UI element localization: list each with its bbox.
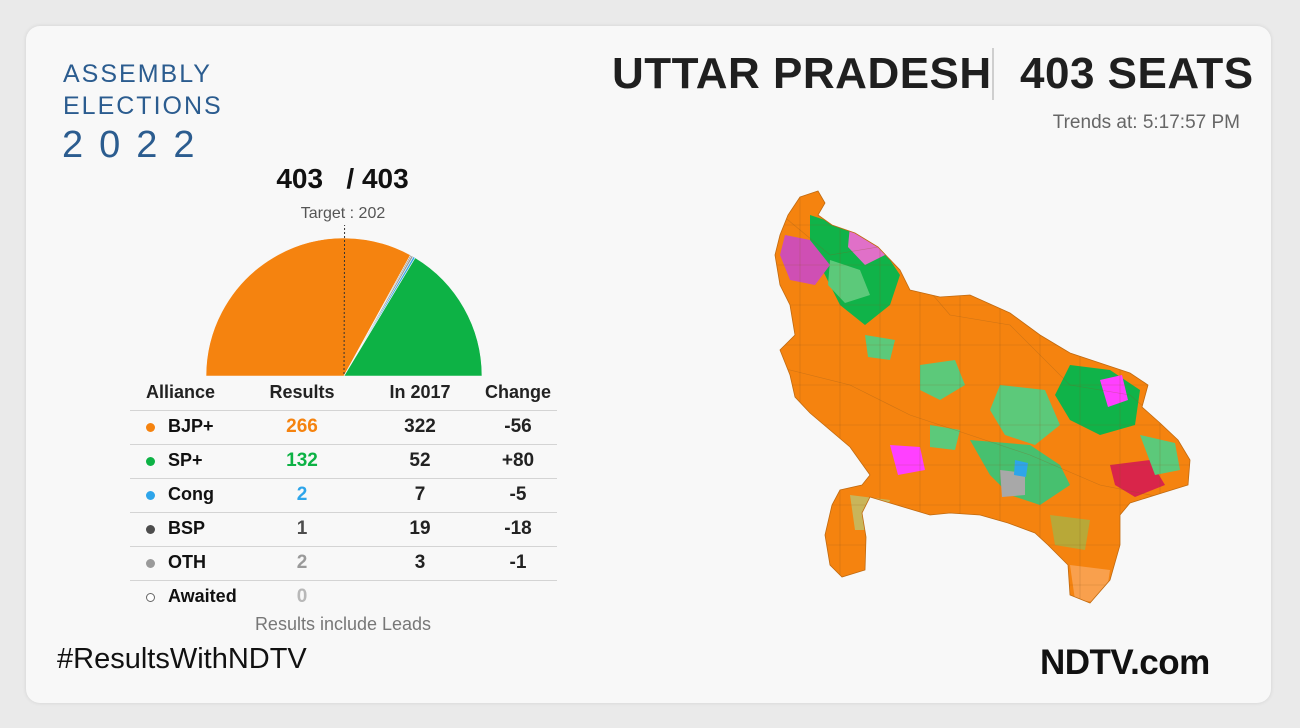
- result-value-awaited: 0: [296, 586, 308, 607]
- party-name-oth: OTH: [168, 552, 206, 572]
- party-dot-bjp-: [146, 423, 155, 432]
- seat-semicircle-chart: [205, 225, 483, 377]
- ndtv-logo: NDTV.com: [1040, 643, 1210, 682]
- party-name-awaited: Awaited: [168, 586, 237, 606]
- trends-label: Trends at:: [1052, 112, 1138, 133]
- result-value-oth: 2: [296, 552, 308, 573]
- map-region-east-pink: [1100, 375, 1128, 407]
- party-dot-bsp: [146, 525, 155, 534]
- party-name-bsp: BSP: [168, 518, 206, 538]
- result-value-cong: 2: [296, 484, 308, 505]
- change-value-cong: -5: [509, 484, 527, 505]
- col-header-in-2017: In 2017: [389, 382, 451, 402]
- brand-year: 2022: [62, 124, 211, 166]
- in-2017-value-cong: 7: [414, 484, 426, 505]
- table-row-divider: [130, 546, 557, 547]
- target-marker-line: [343, 225, 346, 377]
- result-value-bsp: 1: [296, 518, 308, 539]
- map-state-outline: [774, 190, 1191, 604]
- map-region-far-east-sp: [1140, 435, 1180, 475]
- map-region-west-other: [780, 235, 830, 285]
- col-header-change: Change: [484, 382, 551, 402]
- seats-title: 403 SEATS: [1020, 49, 1254, 98]
- table-row-divider: [130, 444, 557, 445]
- map-region-mid-sp: [920, 360, 965, 400]
- change-value-oth: -1: [509, 552, 527, 573]
- map-district-grid: [775, 191, 1190, 603]
- party-name-cong: Cong: [168, 484, 214, 504]
- seat-count: 403 / 403: [276, 163, 409, 194]
- title-divider: [992, 48, 994, 100]
- party-name-bjp-: BJP+: [168, 416, 214, 436]
- in-2017-value-sp-: 52: [409, 450, 431, 471]
- target-label: Target : 202: [300, 205, 386, 222]
- col-header-results: Results: [269, 382, 335, 402]
- results-note: Results include Leads: [254, 614, 432, 634]
- map-region-west-sp-light: [828, 260, 870, 303]
- in-2017-value-oth: 3: [414, 552, 426, 573]
- party-dot-cong: [146, 491, 155, 500]
- map-region-central-pink: [890, 445, 925, 475]
- map-region-west-sp-patch: [865, 335, 895, 360]
- result-value-bjp-: 266: [286, 416, 318, 437]
- map-region-central-sp-light: [990, 385, 1060, 445]
- brand-line-elections: ELECTIONS: [63, 92, 223, 120]
- map-region-khaki-east: [1050, 515, 1090, 550]
- in-2017-value-bjp-: 322: [404, 416, 436, 437]
- hashtag: #ResultsWithNDTV: [57, 643, 307, 675]
- table-row-divider: [130, 478, 557, 479]
- map-region-center-sp-patch: [930, 425, 960, 450]
- total-count: 403: [361, 163, 409, 194]
- trends-time: Trends at: 5:17:57 PM: [1053, 112, 1240, 134]
- in-2017-value-bsp: 19: [409, 518, 431, 539]
- col-header-alliance: Alliance: [146, 382, 216, 402]
- map-region-khaki-west: [850, 495, 890, 530]
- table-row-divider: [130, 580, 557, 581]
- trends-clock: 5:17:57 PM: [1142, 112, 1240, 133]
- table-header-divider: [130, 410, 557, 411]
- constituency-map: [774, 190, 1191, 604]
- change-value-bjp-: -56: [504, 416, 532, 437]
- state-title: UTTAR PRADESH: [612, 49, 992, 98]
- map-region-cong: [1014, 460, 1028, 477]
- brand-line-assembly: ASSEMBLY: [63, 60, 212, 88]
- party-dot-awaited: [146, 593, 155, 602]
- table-row-divider: [130, 512, 557, 513]
- semicircle-segment-sp-: [343, 257, 483, 377]
- change-value-bsp: -18: [504, 518, 532, 539]
- map-region-east-red: [1110, 460, 1165, 497]
- map-region-oth: [1000, 470, 1025, 497]
- map-region-north-pink: [848, 225, 885, 265]
- declared-count: 403: [276, 163, 324, 194]
- party-dot-sp-: [146, 457, 155, 466]
- result-value-sp-: 132: [286, 450, 318, 471]
- semicircle-segment-bjp-: [205, 237, 411, 377]
- party-dot-oth: [146, 559, 155, 568]
- party-name-sp-: SP+: [168, 450, 203, 470]
- change-value-sp-: +80: [501, 450, 535, 471]
